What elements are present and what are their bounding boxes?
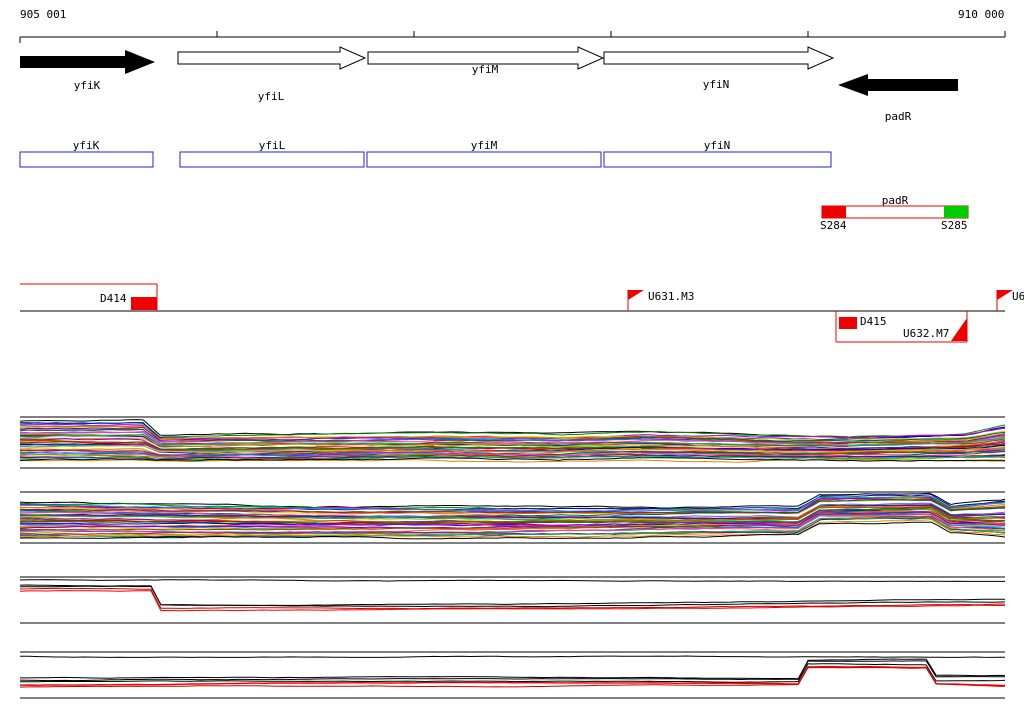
marker-label-right: U6 bbox=[1012, 290, 1024, 303]
profile-line bbox=[20, 658, 1006, 680]
profile-panel-3 bbox=[19, 576, 1006, 624]
profile-line bbox=[20, 421, 1006, 438]
marker-label-d415: D415 bbox=[860, 315, 887, 328]
gene-arrow-yfiL[interactable] bbox=[177, 46, 367, 70]
gene-label-yfiL: yfiL bbox=[257, 90, 285, 103]
probe-label: padR bbox=[881, 194, 909, 207]
profile-line bbox=[19, 495, 1006, 512]
profile-line bbox=[19, 579, 1005, 582]
gene-label-yfiM: yfiM bbox=[471, 63, 499, 76]
probe-end-label: S285 bbox=[941, 219, 968, 232]
profile-line bbox=[19, 419, 1006, 438]
marker-flag bbox=[131, 297, 157, 310]
profile-line bbox=[19, 514, 1006, 534]
profile-line bbox=[19, 492, 1006, 509]
profile-line bbox=[19, 452, 1006, 459]
profile-panel-1 bbox=[19, 416, 1006, 469]
gene-label-padR: padR bbox=[884, 110, 912, 123]
probe-start-label: S284 bbox=[820, 219, 847, 232]
probe-start-box[interactable] bbox=[822, 206, 846, 218]
profile-line bbox=[19, 660, 1005, 682]
profile-line bbox=[19, 663, 1006, 683]
marker-label-u631: U631.M3 bbox=[648, 290, 695, 303]
box-label-yfiL: yfiL bbox=[258, 139, 286, 152]
marker-label-d414: D414 bbox=[100, 292, 127, 305]
marker-flag bbox=[839, 317, 857, 329]
ruler-end-label: 910 000 bbox=[958, 8, 1005, 21]
gene-label-yfiN: yfiN bbox=[702, 78, 730, 91]
gene-arrow-yfiN[interactable] bbox=[603, 46, 835, 70]
profile-line bbox=[19, 521, 1006, 540]
box-label-yfiN: yfiN bbox=[703, 139, 731, 152]
box-label-yfiK: yfiK bbox=[72, 139, 100, 152]
profile-line bbox=[19, 434, 1006, 447]
marker-label-u632: U632.M7 bbox=[903, 327, 950, 340]
gene-label-yfiK: yfiK bbox=[73, 79, 101, 92]
profile-line bbox=[19, 587, 1006, 610]
marker-pennant bbox=[628, 290, 644, 300]
profile-line bbox=[19, 514, 1006, 531]
profile-panel-4 bbox=[19, 651, 1006, 699]
profile-line bbox=[20, 430, 1006, 446]
marker-d415-u632[interactable] bbox=[835, 311, 968, 343]
gene-arrow-yfiK[interactable] bbox=[20, 50, 155, 74]
profile-line bbox=[19, 434, 1006, 447]
profile-line bbox=[19, 667, 1006, 688]
profile-line bbox=[19, 590, 1006, 612]
box-label-yfiM: yfiM bbox=[470, 139, 498, 152]
profile-line bbox=[19, 511, 1005, 529]
profile-line bbox=[19, 655, 1006, 658]
profile-line bbox=[19, 458, 1006, 463]
profile-panel-2 bbox=[19, 491, 1006, 544]
marker-d414[interactable] bbox=[20, 283, 158, 311]
ruler-start-label: 905 001 bbox=[20, 8, 67, 21]
gene-arrow-padR[interactable] bbox=[838, 74, 958, 96]
marker-pennant bbox=[997, 290, 1013, 300]
gene-box-yfiN[interactable] bbox=[603, 151, 832, 168]
marker-right-edge[interactable] bbox=[996, 290, 1013, 311]
profile-line bbox=[19, 510, 1006, 530]
marker-u631[interactable] bbox=[627, 290, 644, 311]
ruler bbox=[19, 31, 1006, 43]
profile-line bbox=[19, 505, 1006, 523]
profile-line bbox=[19, 457, 1006, 462]
gene-arrow-yfiM[interactable] bbox=[367, 46, 605, 70]
profile-line bbox=[19, 585, 1006, 608]
profile-line bbox=[19, 443, 1006, 454]
probe-end-box[interactable] bbox=[944, 206, 968, 218]
marker-pennant bbox=[951, 318, 967, 341]
profile-line bbox=[19, 665, 1005, 687]
profile-line bbox=[19, 503, 1006, 520]
profile-line bbox=[19, 518, 1006, 538]
gene-box-yfiK[interactable] bbox=[19, 151, 154, 168]
gene-box-yfiM[interactable] bbox=[366, 151, 602, 168]
gene-box-yfiL[interactable] bbox=[179, 151, 365, 168]
